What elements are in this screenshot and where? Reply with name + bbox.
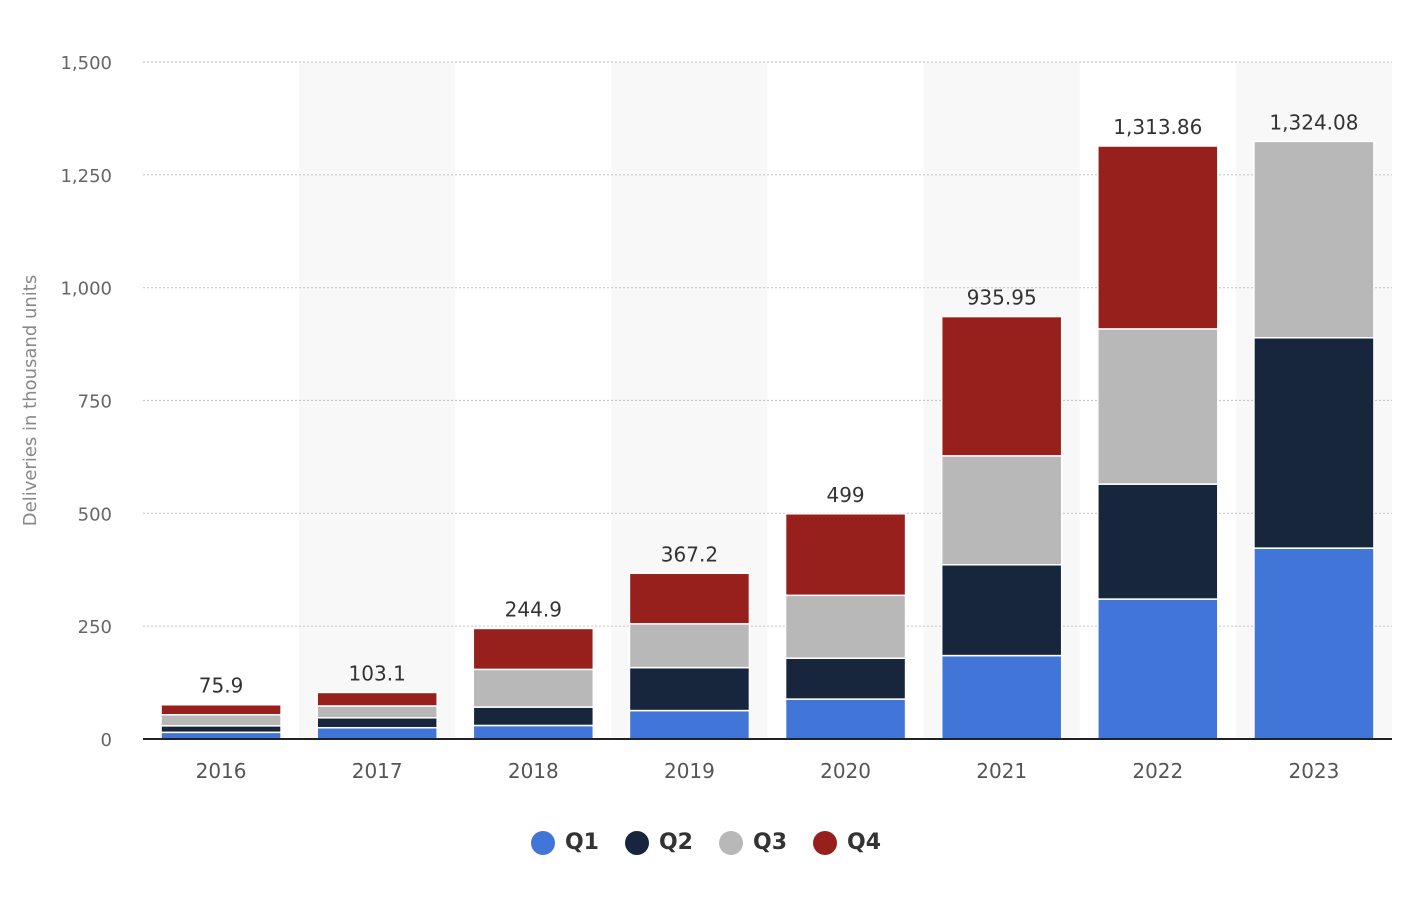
total-label-2022: 1,313.86: [1113, 115, 1202, 139]
column-band: [299, 62, 456, 739]
legend-item-q4[interactable]: Q4: [813, 830, 881, 855]
total-label-2023: 1,324.08: [1269, 110, 1358, 134]
total-label-2020: 499: [826, 483, 864, 507]
legend-label: Q2: [658, 830, 693, 855]
bar-q3-2016[interactable]: [160, 714, 282, 727]
y-tick-label: 0: [101, 730, 112, 751]
total-label-2017: 103.1: [349, 661, 406, 685]
bar-q1-2020[interactable]: [784, 698, 907, 740]
bar-q4-2021[interactable]: [940, 315, 1063, 457]
bar-q2-2018[interactable]: [472, 706, 595, 727]
x-tick-label: 2019: [664, 759, 715, 783]
y-tick-label: 1,000: [60, 279, 112, 300]
y-axis-title: Deliveries in thousand units: [20, 275, 41, 526]
x-tick-label: 2017: [352, 759, 403, 783]
bar-q4-2018[interactable]: [472, 627, 595, 671]
bar-q3-2021[interactable]: [940, 455, 1063, 566]
x-tick-label: 2022: [1132, 759, 1183, 783]
y-tick-label: 1,500: [60, 53, 112, 74]
bar-q1-2023[interactable]: [1253, 547, 1375, 740]
bar-q4-2016[interactable]: [160, 703, 282, 716]
bar-q2-2019[interactable]: [628, 666, 751, 712]
legend-item-q1[interactable]: Q1: [530, 830, 599, 855]
total-label-2018: 244.9: [505, 597, 562, 621]
bar-q3-2022[interactable]: [1097, 328, 1219, 485]
bar-q1-2019[interactable]: [628, 709, 751, 740]
bar-q1-2018[interactable]: [472, 724, 595, 740]
y-tick-label: 1,250: [60, 166, 112, 187]
x-tick-label: 2016: [196, 759, 247, 783]
x-tick-label: 2018: [508, 759, 559, 783]
bar-q3-2019[interactable]: [628, 623, 751, 669]
bar-q1-2017[interactable]: [316, 726, 438, 740]
legend-swatch: [530, 830, 555, 855]
bar-q2-2016[interactable]: [160, 725, 282, 734]
bar-q2-2022[interactable]: [1097, 483, 1219, 600]
total-label-2021: 935.95: [967, 286, 1037, 310]
bar-q2-2021[interactable]: [940, 564, 1063, 657]
legend: Q1 Q2 Q3 Q4: [0, 830, 1412, 855]
bar-q4-2019[interactable]: [628, 572, 751, 625]
bar-q1-2021[interactable]: [940, 654, 1063, 740]
legend-label: Q4: [847, 830, 882, 855]
bar-q3-2023[interactable]: [1253, 140, 1375, 339]
bar-q2-2020[interactable]: [784, 657, 907, 700]
y-tick-label: 500: [78, 504, 112, 525]
bar-q3-2018[interactable]: [472, 668, 595, 708]
bar-q3-2020[interactable]: [784, 594, 907, 659]
legend-swatch: [719, 830, 743, 855]
x-tick-label: 2021: [976, 759, 1027, 783]
bar-q3-2017[interactable]: [316, 705, 438, 719]
bar-q4-2020[interactable]: [784, 513, 907, 597]
bar-q1-2022[interactable]: [1097, 598, 1219, 740]
bar-q4-2022[interactable]: [1097, 145, 1219, 330]
legend-label: Q3: [753, 830, 788, 855]
bar-q1-2016[interactable]: [160, 731, 282, 740]
bar-q2-2023[interactable]: [1253, 337, 1375, 549]
bar-q2-2017[interactable]: [316, 717, 438, 729]
y-tick-label: 750: [78, 392, 112, 413]
legend-swatch: [624, 830, 649, 855]
total-label-2019: 367.2: [661, 542, 718, 566]
legend-label: Q1: [564, 830, 599, 855]
x-tick-label: 2023: [1288, 759, 1339, 783]
legend-item-q3[interactable]: Q3: [719, 830, 787, 855]
legend-item-q2[interactable]: Q2: [624, 830, 693, 855]
legend-swatch: [813, 830, 838, 855]
total-label-2016: 75.9: [199, 674, 244, 698]
y-tick-label: 250: [78, 617, 112, 638]
bar-q4-2017[interactable]: [316, 691, 438, 707]
x-tick-label: 2020: [820, 759, 871, 783]
